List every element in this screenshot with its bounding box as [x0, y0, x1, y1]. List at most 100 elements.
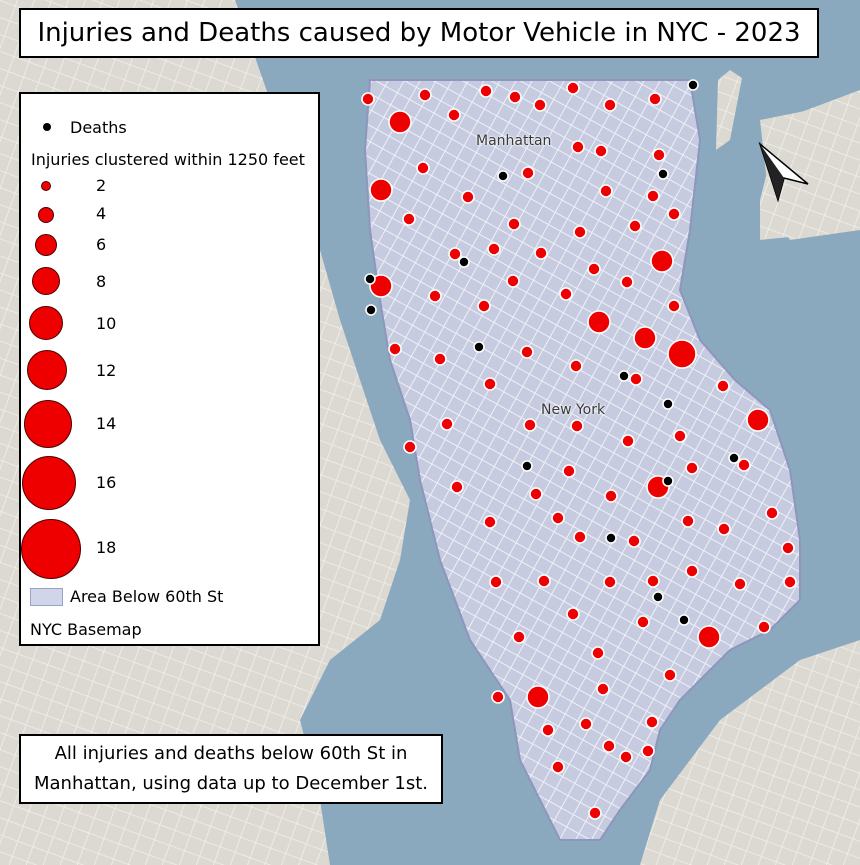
- injury-cluster-marker[interactable]: [566, 81, 580, 95]
- injury-cluster-marker[interactable]: [757, 620, 771, 634]
- injury-cluster-marker[interactable]: [781, 541, 795, 555]
- injury-cluster-marker[interactable]: [388, 342, 402, 356]
- injury-cluster-marker[interactable]: [551, 760, 565, 774]
- injury-cluster-marker[interactable]: [523, 418, 537, 432]
- injury-cluster-marker[interactable]: [603, 98, 617, 112]
- injury-cluster-marker[interactable]: [559, 287, 573, 301]
- injury-cluster-marker[interactable]: [765, 506, 779, 520]
- injury-cluster-marker[interactable]: [783, 575, 797, 589]
- injury-cluster-marker[interactable]: [551, 511, 565, 525]
- injury-cluster-marker[interactable]: [652, 148, 666, 162]
- injury-cluster-marker[interactable]: [636, 615, 650, 629]
- injury-cluster-marker[interactable]: [603, 575, 617, 589]
- injury-cluster-marker[interactable]: [483, 377, 497, 391]
- injury-cluster-marker[interactable]: [628, 219, 642, 233]
- injury-cluster-marker[interactable]: [416, 161, 430, 175]
- injury-cluster-marker[interactable]: [487, 242, 501, 256]
- injury-cluster-marker[interactable]: [526, 685, 550, 709]
- injury-cluster-marker[interactable]: [645, 715, 659, 729]
- injury-cluster-marker[interactable]: [566, 607, 580, 621]
- injury-cluster-marker[interactable]: [479, 84, 493, 98]
- injury-cluster-marker[interactable]: [450, 480, 464, 494]
- injury-cluster-marker[interactable]: [520, 345, 534, 359]
- injury-cluster-marker[interactable]: [573, 225, 587, 239]
- injury-cluster-marker[interactable]: [491, 690, 505, 704]
- injury-cluster-marker[interactable]: [663, 668, 677, 682]
- injury-cluster-marker[interactable]: [667, 339, 697, 369]
- injury-cluster-marker[interactable]: [648, 92, 662, 106]
- death-marker[interactable]: [364, 273, 376, 285]
- injury-cluster-marker[interactable]: [599, 184, 613, 198]
- injury-cluster-marker[interactable]: [579, 717, 593, 731]
- injury-cluster-marker[interactable]: [641, 744, 655, 758]
- injury-cluster-marker[interactable]: [681, 514, 695, 528]
- injury-cluster-marker[interactable]: [361, 92, 375, 106]
- injury-cluster-marker[interactable]: [716, 379, 730, 393]
- injury-cluster-marker[interactable]: [627, 534, 641, 548]
- death-marker[interactable]: [728, 452, 740, 464]
- injury-cluster-marker[interactable]: [667, 207, 681, 221]
- injury-cluster-marker[interactable]: [483, 515, 497, 529]
- injury-cluster-marker[interactable]: [746, 408, 770, 432]
- injury-cluster-marker[interactable]: [433, 352, 447, 366]
- injury-cluster-marker[interactable]: [537, 574, 551, 588]
- injury-cluster-marker[interactable]: [440, 417, 454, 431]
- injury-cluster-marker[interactable]: [529, 487, 543, 501]
- injury-cluster-marker[interactable]: [507, 217, 521, 231]
- injury-cluster-marker[interactable]: [594, 144, 608, 158]
- injury-cluster-marker[interactable]: [489, 575, 503, 589]
- injury-cluster-marker[interactable]: [521, 166, 535, 180]
- injury-cluster-marker[interactable]: [428, 289, 442, 303]
- injury-cluster-marker[interactable]: [596, 682, 610, 696]
- injury-cluster-marker[interactable]: [508, 90, 522, 104]
- injury-cluster-marker[interactable]: [621, 434, 635, 448]
- injury-cluster-marker[interactable]: [619, 750, 633, 764]
- injury-cluster-marker[interactable]: [646, 574, 660, 588]
- death-marker[interactable]: [521, 460, 533, 472]
- injury-cluster-marker[interactable]: [602, 739, 616, 753]
- injury-cluster-marker[interactable]: [403, 440, 417, 454]
- death-marker[interactable]: [657, 168, 669, 180]
- injury-cluster-marker[interactable]: [646, 189, 660, 203]
- death-marker[interactable]: [687, 79, 699, 91]
- injury-cluster-marker[interactable]: [588, 806, 602, 820]
- injury-cluster-marker[interactable]: [667, 299, 681, 313]
- death-marker[interactable]: [662, 475, 674, 487]
- injury-cluster-marker[interactable]: [388, 110, 412, 134]
- injury-cluster-marker[interactable]: [571, 140, 585, 154]
- injury-cluster-marker[interactable]: [629, 372, 643, 386]
- injury-cluster-marker[interactable]: [534, 246, 548, 260]
- injury-cluster-marker[interactable]: [533, 98, 547, 112]
- death-marker[interactable]: [497, 170, 509, 182]
- injury-cluster-marker[interactable]: [512, 630, 526, 644]
- death-marker[interactable]: [652, 591, 664, 603]
- injury-cluster-marker[interactable]: [447, 108, 461, 122]
- injury-cluster-marker[interactable]: [506, 274, 520, 288]
- death-marker[interactable]: [458, 256, 470, 268]
- injury-cluster-marker[interactable]: [573, 530, 587, 544]
- injury-cluster-marker[interactable]: [369, 178, 393, 202]
- injury-cluster-marker[interactable]: [587, 262, 601, 276]
- death-marker[interactable]: [365, 304, 377, 316]
- death-marker[interactable]: [605, 532, 617, 544]
- injury-cluster-marker[interactable]: [604, 489, 618, 503]
- death-marker[interactable]: [662, 398, 674, 410]
- death-marker[interactable]: [618, 370, 630, 382]
- injury-cluster-marker[interactable]: [570, 419, 584, 433]
- injury-cluster-marker[interactable]: [717, 522, 731, 536]
- injury-cluster-marker[interactable]: [418, 88, 432, 102]
- injury-cluster-marker[interactable]: [541, 723, 555, 737]
- injury-cluster-marker[interactable]: [673, 429, 687, 443]
- injury-cluster-marker[interactable]: [587, 310, 611, 334]
- injury-cluster-marker[interactable]: [569, 359, 583, 373]
- injury-cluster-marker[interactable]: [633, 326, 657, 350]
- death-marker[interactable]: [473, 341, 485, 353]
- injury-cluster-marker[interactable]: [461, 190, 475, 204]
- injury-cluster-marker[interactable]: [448, 247, 462, 261]
- injury-cluster-marker[interactable]: [402, 212, 416, 226]
- injury-cluster-marker[interactable]: [591, 646, 605, 660]
- death-marker[interactable]: [678, 614, 690, 626]
- injury-cluster-marker[interactable]: [620, 275, 634, 289]
- injury-cluster-marker[interactable]: [697, 625, 721, 649]
